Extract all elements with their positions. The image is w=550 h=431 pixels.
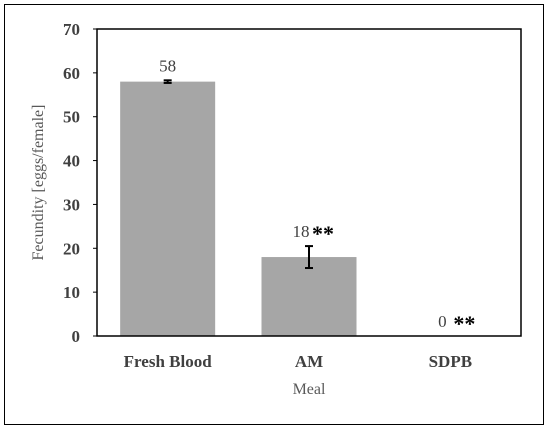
y-axis-ticks: 0 10 20 30 40 50 60 70	[63, 20, 97, 346]
significance-label: **	[453, 311, 475, 336]
plot-area-frame	[96, 28, 522, 337]
y-tick-label: 0	[72, 327, 81, 346]
bar	[120, 81, 216, 336]
y-tick-label: 20	[63, 239, 80, 258]
x-axis-title: Meal	[293, 381, 326, 398]
y-axis-title: Fecundity [eggs/female]	[30, 105, 47, 261]
significance-label: **	[312, 221, 334, 246]
y-tick-label: 30	[63, 195, 80, 214]
bar	[261, 257, 357, 336]
x-category-label: AM	[295, 352, 323, 371]
chart-frame	[4, 4, 544, 425]
error-bar	[163, 79, 172, 84]
y-tick-label: 60	[63, 64, 80, 83]
bars-layer	[120, 81, 357, 336]
data-label: 18	[293, 222, 310, 241]
y-tick-label: 40	[63, 152, 80, 171]
y-tick-label: 50	[63, 108, 80, 127]
data-label: 0	[438, 312, 447, 331]
x-category-label: Fresh Blood	[124, 352, 213, 371]
y-tick-label: 10	[63, 283, 80, 302]
error-bar	[305, 245, 313, 270]
x-axis-categories: Fresh Blood AM SDPB	[124, 352, 472, 371]
data-label: 58	[159, 56, 176, 75]
error-bars-layer	[163, 79, 313, 270]
x-category-label: SDPB	[429, 352, 472, 371]
y-tick-label: 70	[63, 20, 80, 39]
